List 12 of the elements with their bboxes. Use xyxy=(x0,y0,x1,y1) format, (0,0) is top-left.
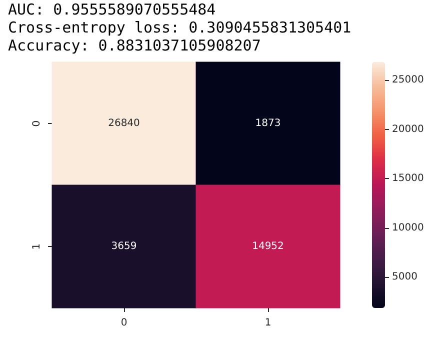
color-bar-label: 25000 xyxy=(392,74,424,86)
data-label: 3659 xyxy=(111,241,137,252)
data-label: 26840 xyxy=(108,118,140,129)
text: Accuracy: 0.8831037105908207 xyxy=(8,36,261,54)
text: AUC: 0.9555589070555484 xyxy=(8,0,216,18)
color-bar-label: 20000 xyxy=(392,124,424,135)
color-bar-label: 5000 xyxy=(392,272,418,283)
data-label: 1873 xyxy=(255,118,281,129)
data-label: 14952 xyxy=(252,241,284,252)
color-bar-label: 15000 xyxy=(392,173,424,184)
text: Cross-entropy loss: 0.3090455831305401 xyxy=(8,18,352,36)
color-bar-label: 10000 xyxy=(392,222,424,234)
